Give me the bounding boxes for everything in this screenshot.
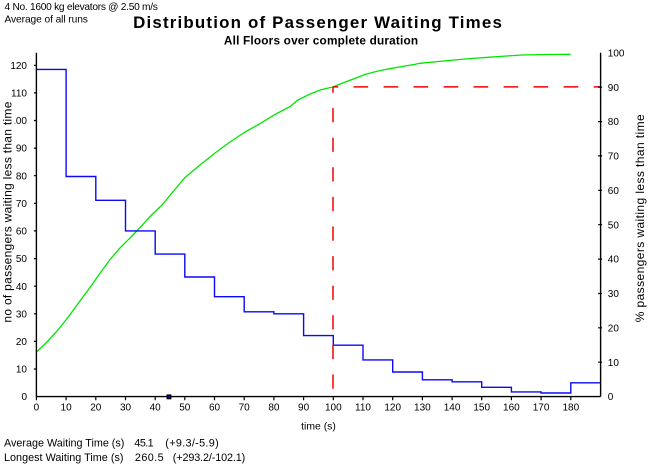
svg-text:110: 110 <box>355 403 371 414</box>
svg-text:50: 50 <box>16 254 28 265</box>
svg-text:0: 0 <box>608 392 614 403</box>
svg-text:Average of all runs: Average of all runs <box>5 15 88 26</box>
svg-text:10: 10 <box>61 403 73 414</box>
svg-text:90: 90 <box>608 83 620 94</box>
svg-text:% passengers waiting less than: % passengers waiting less than time <box>633 114 647 322</box>
svg-text:0: 0 <box>34 403 40 414</box>
svg-text:40: 40 <box>150 403 162 414</box>
svg-text:260.5: 260.5 <box>135 452 164 464</box>
svg-text:20: 20 <box>90 403 102 414</box>
svg-text:50: 50 <box>179 403 191 414</box>
svg-text:130: 130 <box>414 403 431 414</box>
svg-text:60: 60 <box>16 227 28 238</box>
svg-text:80: 80 <box>16 171 28 182</box>
svg-text:110: 110 <box>11 89 27 100</box>
svg-text:All Floors over complete durat: All Floors over complete duration <box>224 33 418 47</box>
svg-text:Average Waiting Time (s): Average Waiting Time (s) <box>4 438 124 450</box>
svg-text:30: 30 <box>120 403 132 414</box>
svg-text:80: 80 <box>268 403 280 414</box>
svg-text:20: 20 <box>16 337 28 348</box>
svg-text:170: 170 <box>533 403 550 414</box>
svg-text:4 No. 1600 kg elevators @ 2.50: 4 No. 1600 kg elevators @ 2.50 m/s <box>5 2 158 13</box>
svg-text:30: 30 <box>608 289 620 300</box>
svg-text:90: 90 <box>298 403 310 414</box>
svg-text:140: 140 <box>444 403 461 414</box>
svg-text:120: 120 <box>384 403 401 414</box>
svg-text:40: 40 <box>16 282 28 293</box>
svg-text:180: 180 <box>562 403 579 414</box>
svg-text:40: 40 <box>608 255 620 266</box>
svg-text:Distribution of Passenger Wait: Distribution of Passenger Waiting Times <box>133 13 502 32</box>
svg-text:20: 20 <box>608 323 620 334</box>
svg-text:60: 60 <box>209 403 221 414</box>
svg-text:Longest Waiting Time (s): Longest Waiting Time (s) <box>4 452 124 464</box>
svg-text:0: 0 <box>21 392 27 403</box>
svg-text:10: 10 <box>16 365 28 376</box>
svg-text:no of passengers waiting less: no of passengers waiting less than time <box>1 101 15 322</box>
svg-text:100: 100 <box>325 403 342 414</box>
svg-text:100: 100 <box>608 48 625 59</box>
svg-text:90: 90 <box>16 144 28 155</box>
svg-text:70: 70 <box>239 403 251 414</box>
svg-text:(+293.2/-102.1): (+293.2/-102.1) <box>173 452 245 464</box>
svg-text:45.1: 45.1 <box>134 438 153 450</box>
svg-text:60: 60 <box>608 186 620 197</box>
svg-text:150: 150 <box>473 403 490 414</box>
svg-text:160: 160 <box>503 403 520 414</box>
svg-text:10: 10 <box>608 358 620 369</box>
svg-text:50: 50 <box>608 220 620 231</box>
svg-text:120: 120 <box>10 61 27 72</box>
svg-text:70: 70 <box>16 199 28 210</box>
svg-text:80: 80 <box>608 117 620 128</box>
svg-text:100: 100 <box>10 116 27 127</box>
svg-text:(+9.3/-5.9): (+9.3/-5.9) <box>165 438 218 450</box>
svg-text:30: 30 <box>16 309 28 320</box>
svg-text:time (s): time (s) <box>301 421 336 432</box>
svg-text:70: 70 <box>608 152 620 163</box>
